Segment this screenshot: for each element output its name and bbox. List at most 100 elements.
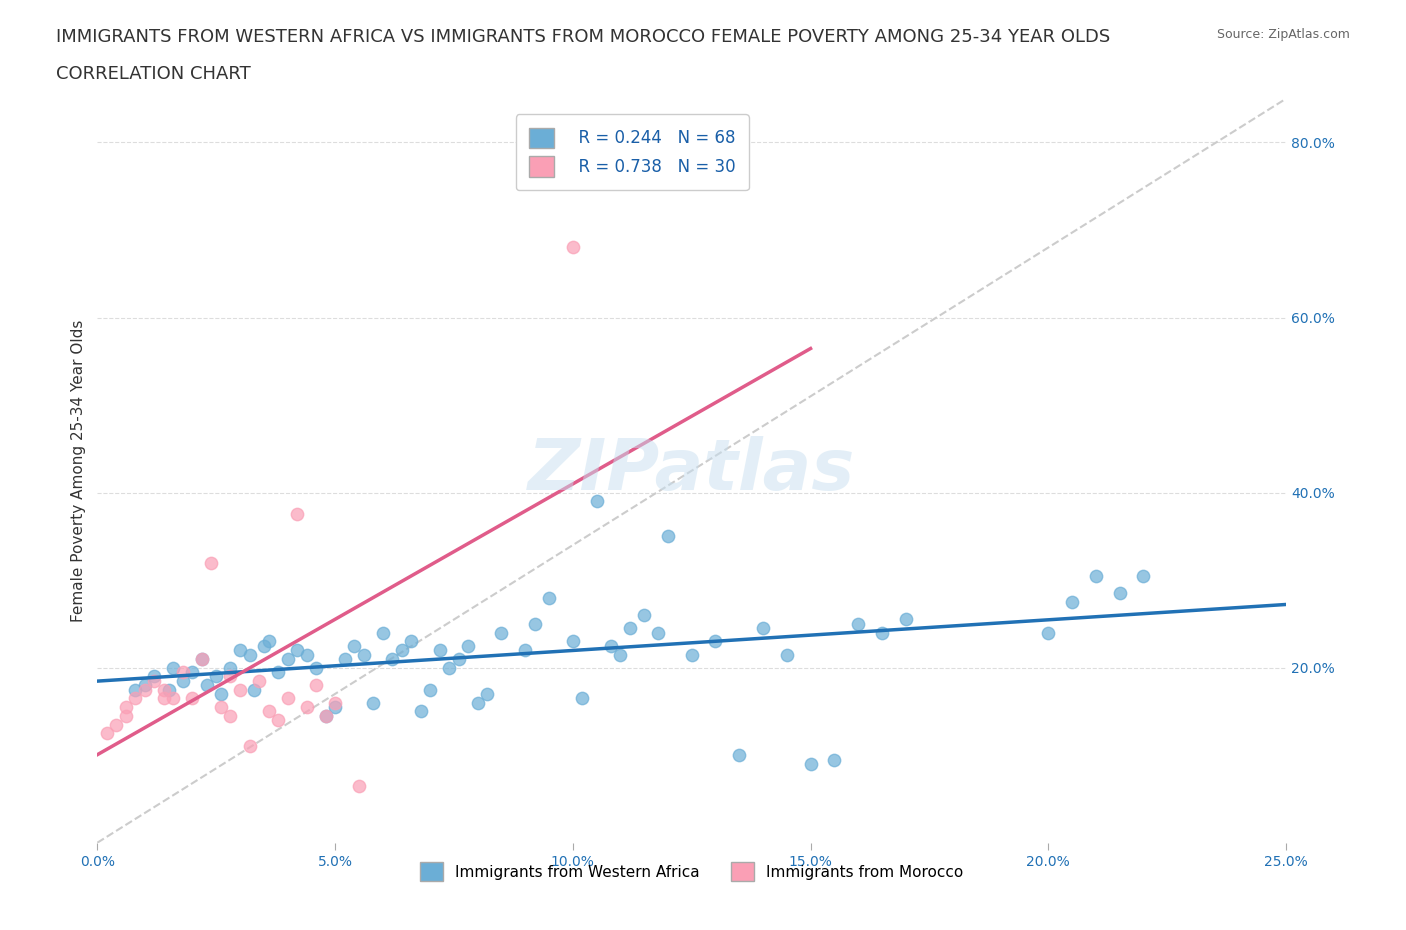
Point xyxy=(515,643,537,658)
Y-axis label: Female Poverty Among 25-34 Year Olds: Female Poverty Among 25-34 Year Olds xyxy=(72,320,86,622)
Point xyxy=(134,678,156,693)
Point xyxy=(162,660,184,675)
Point xyxy=(305,678,328,693)
Point xyxy=(200,555,222,570)
Text: IMMIGRANTS FROM WESTERN AFRICA VS IMMIGRANTS FROM MOROCCO FEMALE POVERTY AMONG 2: IMMIGRANTS FROM WESTERN AFRICA VS IMMIGR… xyxy=(56,28,1111,46)
Legend:   R = 0.244   N = 68,   R = 0.738   N = 30: R = 0.244 N = 68, R = 0.738 N = 30 xyxy=(516,114,748,190)
Point xyxy=(437,660,460,675)
Text: CORRELATION CHART: CORRELATION CHART xyxy=(56,65,252,83)
Point xyxy=(447,651,470,666)
Point xyxy=(399,634,422,649)
Point xyxy=(157,682,180,697)
Point xyxy=(1060,594,1083,609)
Point xyxy=(162,691,184,706)
Point xyxy=(523,617,546,631)
Point xyxy=(172,673,194,688)
Point xyxy=(134,682,156,697)
Point xyxy=(353,647,375,662)
Point xyxy=(894,612,917,627)
Point xyxy=(181,691,204,706)
Point xyxy=(846,617,869,631)
Point xyxy=(219,669,242,684)
Point xyxy=(285,643,308,658)
Point xyxy=(219,709,242,724)
Point xyxy=(209,699,232,714)
Point xyxy=(609,647,631,662)
Point xyxy=(752,621,775,636)
Text: ZIPatlas: ZIPatlas xyxy=(529,436,855,505)
Point xyxy=(229,682,252,697)
Point xyxy=(191,651,214,666)
Point xyxy=(96,725,118,740)
Point xyxy=(115,709,138,724)
Point xyxy=(267,665,290,680)
Point xyxy=(657,529,679,544)
Point xyxy=(153,691,176,706)
Point xyxy=(243,682,266,697)
Point xyxy=(229,643,252,658)
Point xyxy=(315,709,337,724)
Point xyxy=(267,712,290,727)
Point xyxy=(153,682,176,697)
Point xyxy=(1108,586,1130,601)
Point xyxy=(391,643,413,658)
Point xyxy=(347,778,370,793)
Point xyxy=(361,696,384,711)
Point xyxy=(172,665,194,680)
Point xyxy=(799,756,821,771)
Point xyxy=(419,682,441,697)
Point xyxy=(257,704,280,719)
Point xyxy=(429,643,451,658)
Point xyxy=(585,494,607,509)
Point xyxy=(143,669,166,684)
Point xyxy=(728,748,751,763)
Point xyxy=(191,651,214,666)
Point xyxy=(333,651,356,666)
Point xyxy=(381,651,404,666)
Point xyxy=(277,651,299,666)
Point xyxy=(870,625,893,640)
Point xyxy=(124,691,146,706)
Point xyxy=(343,638,366,653)
Point xyxy=(238,647,260,662)
Point xyxy=(477,686,499,701)
Point xyxy=(647,625,669,640)
Point xyxy=(295,647,318,662)
Point xyxy=(181,665,204,680)
Point xyxy=(195,678,218,693)
Point xyxy=(457,638,479,653)
Point xyxy=(315,709,337,724)
Point xyxy=(305,660,328,675)
Text: Source: ZipAtlas.com: Source: ZipAtlas.com xyxy=(1216,28,1350,41)
Point xyxy=(538,591,561,605)
Point xyxy=(295,699,318,714)
Point xyxy=(143,673,166,688)
Point xyxy=(323,696,346,711)
Point xyxy=(467,696,489,711)
Point xyxy=(704,634,727,649)
Point xyxy=(323,699,346,714)
Point xyxy=(115,699,138,714)
Point xyxy=(371,625,394,640)
Point xyxy=(561,240,583,255)
Point xyxy=(105,717,128,732)
Point xyxy=(571,691,593,706)
Point xyxy=(219,660,242,675)
Point xyxy=(238,739,260,754)
Point xyxy=(247,673,270,688)
Point xyxy=(253,638,276,653)
Point xyxy=(823,752,845,767)
Point xyxy=(1132,568,1154,583)
Point xyxy=(681,647,703,662)
Point xyxy=(491,625,513,640)
Point xyxy=(409,704,432,719)
Point xyxy=(599,638,621,653)
Point xyxy=(619,621,641,636)
Point xyxy=(1038,625,1060,640)
Point xyxy=(209,686,232,701)
Point xyxy=(277,691,299,706)
Point xyxy=(124,682,146,697)
Point xyxy=(776,647,799,662)
Point xyxy=(1084,568,1107,583)
Point xyxy=(633,607,655,622)
